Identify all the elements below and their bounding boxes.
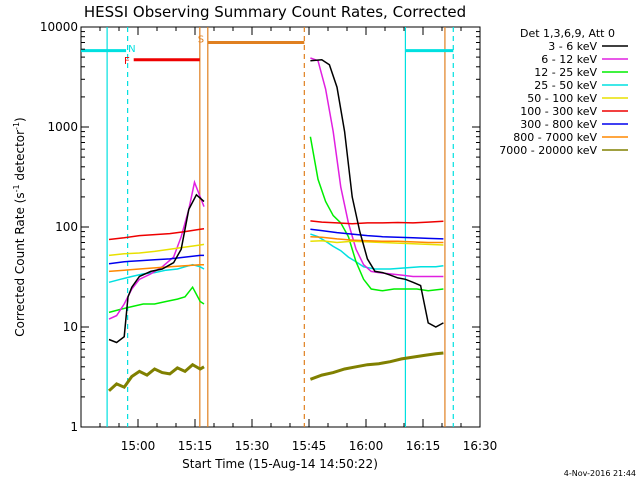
x-tick-label-0: 15:00	[121, 439, 156, 453]
y-axis-ticks: 1 10 100 1000 10000	[40, 20, 480, 434]
chart-title: HESSI Observing Summary Count Rates, Cor…	[84, 3, 466, 21]
series-3-6-keV-line-1	[310, 59, 444, 328]
y-tick-label-0: 1	[70, 420, 78, 434]
series-800-7000-keV-line-0	[108, 263, 204, 273]
flag-label-N: N	[128, 44, 135, 55]
series-300-800-keV-line-1	[310, 228, 444, 240]
x-tick-label-1: 15:15	[178, 439, 213, 453]
flag-label-S: S	[198, 34, 204, 45]
series-100-300-keV-line-0	[108, 228, 205, 241]
y-tick-label-1: 10	[63, 320, 78, 334]
footer-timestamp: 4-Nov-2016 21:44	[564, 469, 636, 478]
y-tick-label-2: 100	[55, 220, 78, 234]
series-12-25-keV-line-1	[309, 136, 444, 292]
y-tick-label-4: 10000	[40, 20, 78, 34]
x-axis-ticks: 15:00 15:15 15:30 15:45 16:00 16:15 16:30	[99, 27, 498, 453]
series-7000-20000-keV-line-0	[107, 362, 205, 392]
series-7000-20000-keV-line-1	[309, 351, 444, 381]
x-tick-label-2: 15:30	[235, 439, 270, 453]
x-tick-label-3: 15:45	[292, 439, 327, 453]
series-3-6-keV-line-0	[108, 193, 205, 344]
y-axis-label: Corrected Count Rate (s-1 detector-1)	[12, 117, 27, 336]
legend-label-5: 100 - 300 keV	[520, 105, 597, 118]
legend-label-8: 7000 - 20000 keV	[499, 144, 597, 157]
flag-label-F: F	[124, 56, 130, 67]
legend-label-0: 3 - 6 keV	[548, 40, 597, 53]
flag-bars: NF S	[81, 34, 454, 67]
y-tick-label-3: 1000	[47, 120, 78, 134]
legend-label-4: 50 - 100 keV	[527, 92, 597, 105]
series-800-7000-keV-line-1	[310, 235, 444, 244]
plot-frame	[80, 26, 481, 428]
series-50-100-keV-line-0	[108, 243, 205, 257]
legend-label-2: 12 - 25 keV	[534, 66, 597, 79]
x-axis-label: Start Time (15-Aug-14 14:50:22)	[182, 457, 378, 471]
legend-label-3: 25 - 50 keV	[534, 79, 597, 92]
series-lines	[107, 57, 444, 392]
series-12-25-keV-line-0	[108, 285, 205, 314]
series-50-100-keV-line-1	[310, 239, 444, 246]
series-300-800-keV-line-0	[108, 254, 204, 265]
x-tick-label-6: 16:30	[463, 439, 498, 453]
series-6-12-keV-line-1	[310, 57, 444, 278]
legend-label-7: 800 - 7000 keV	[513, 131, 597, 144]
legend-header: Det 1,3,6,9, Att 0	[520, 27, 615, 40]
x-tick-label-4: 16:00	[349, 439, 384, 453]
series-100-300-keV-line-1	[310, 220, 444, 225]
x-tick-label-5: 16:15	[406, 439, 441, 453]
legend-label-6: 300 - 800 keV	[520, 118, 597, 131]
legend-label-1: 6 - 12 keV	[541, 53, 597, 66]
vertical-markers	[106, 27, 454, 427]
series-25-50-keV-line-1	[310, 233, 444, 270]
